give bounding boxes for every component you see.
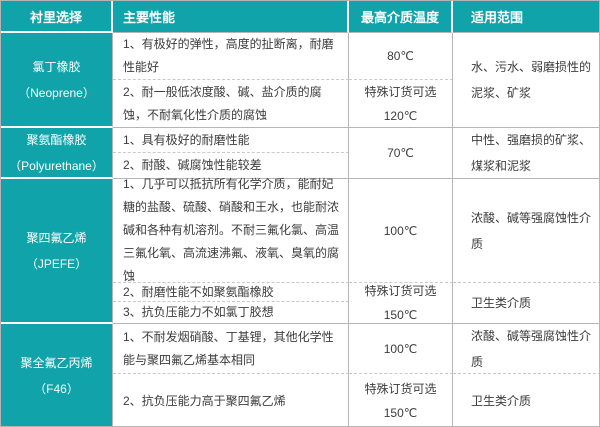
- header-applicable-range: 适用范围: [453, 1, 599, 33]
- neoprene-performance-1: 1、有极好的弹性，高度的扯断离，耐磨性能好: [113, 33, 349, 80]
- f46-range-1: 浓酸、碱等强腐蚀性介质: [453, 324, 599, 374]
- neoprene-range: 水、污水、弱磨损性的泥浆、矿浆: [453, 33, 599, 128]
- f46-performance-1: 1、不耐发烟硝酸、丁基锂，其他化学性能与聚四氟乙烯基本相同: [113, 324, 349, 374]
- ptfe-temperature-2: 特殊订货可选 150℃: [349, 283, 453, 324]
- header-max-medium-temperature: 最高介质温度: [349, 1, 453, 33]
- material-latin-name: （JPEFE）: [25, 256, 88, 271]
- ptfe-performance-3: 3、抗负压能力不如氯丁胶想: [113, 302, 349, 324]
- f46-temperature-2: 特殊订货可选 150℃: [349, 374, 453, 426]
- ptfe-performance-1: 1、几乎可以抵抗所有化学介质，能耐妃糖的盐酸、硫酸、硝酸和王水，也能耐浓碱和各种…: [113, 177, 349, 283]
- ptfe-range-1: 浓酸、碱等强腐蚀性介质: [453, 179, 599, 283]
- material-latin-name: （Polyurethane）: [9, 158, 104, 173]
- polyurethane-performance-2: 2、耐酸、碱腐蚀性能较差: [113, 153, 349, 179]
- material-latin-name: （Neoprene）: [18, 85, 95, 100]
- material-name: 聚四氟乙烯: [26, 230, 87, 245]
- ptfe-temperature-1: 100℃: [349, 179, 453, 283]
- neoprene-temperature-2: 特殊订货可选 120℃: [349, 80, 453, 128]
- f46-temperature-1: 100℃: [349, 324, 453, 374]
- material-f46: 聚全氟乙丙烯 （F46）: [1, 324, 113, 426]
- neoprene-temperature-1: 80℃: [349, 33, 453, 80]
- header-main-performance: 主要性能: [113, 1, 349, 33]
- ptfe-performance-2: 2、耐磨性能不如聚氨酯橡胶: [113, 283, 349, 302]
- material-neoprene: 氯丁橡胶 （Neoprene）: [1, 33, 113, 128]
- polyurethane-performance-1: 1、具有极好的耐磨性能: [113, 128, 349, 153]
- header-lining-selection: 衬里选择: [1, 1, 113, 33]
- ptfe-range-2: 卫生类介质: [453, 283, 599, 324]
- f46-range-2: 卫生类介质: [471, 394, 532, 408]
- material-name: 聚氨酯橡胶: [26, 132, 87, 147]
- f46-performance-2: 2、抗负压能力高于聚四氟乙烯: [113, 374, 349, 426]
- material-name: 氯丁橡胶: [32, 59, 81, 74]
- material-ptfe: 聚四氟乙烯 （JPEFE）: [1, 179, 113, 324]
- polyurethane-temperature: 70℃: [349, 128, 453, 179]
- material-polyurethane: 聚氨酯橡胶 （Polyurethane）: [1, 128, 113, 179]
- material-latin-name: （F46）: [34, 382, 79, 396]
- material-name: 聚全氟乙丙烯: [20, 356, 93, 370]
- polyurethane-range: 中性、强磨损的矿浆、煤浆和泥浆: [453, 128, 599, 179]
- neoprene-performance-2: 2、耐一般低浓度酸、碱、盐介质的腐蚀，不耐氧化性介质的腐蚀: [113, 80, 349, 128]
